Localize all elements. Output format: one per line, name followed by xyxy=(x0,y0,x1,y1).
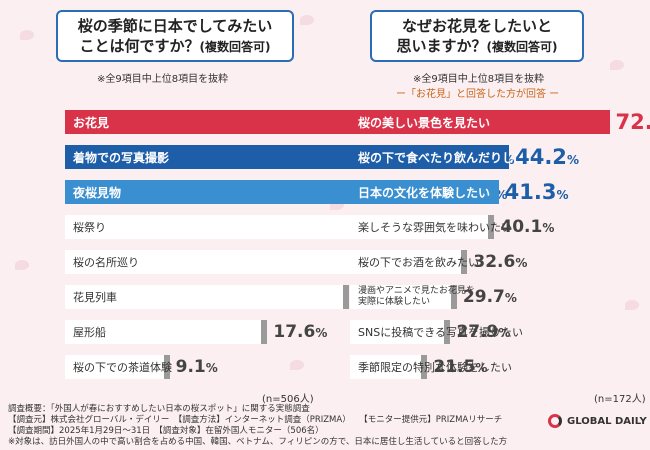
petal xyxy=(625,300,639,310)
chart1-bar: 花見列車 xyxy=(65,285,350,309)
right-question-box: なぜお花見をしたいと 思いますか？(複数回答可) xyxy=(370,10,584,62)
chart2-value-label: 40.1% xyxy=(500,217,555,237)
chart2-value-label: 29.7% xyxy=(462,287,517,307)
chart1-category-label: 着物での写真撮影 xyxy=(73,150,170,165)
left-title-line2: ことは何ですか？ xyxy=(79,37,200,55)
chart2-category-label: 桜の下で食べたり飲んだりしたい xyxy=(358,150,539,165)
petal xyxy=(15,260,29,270)
left-question-box: 桜の季節に日本でしてみたい ことは何ですか？(複数回答可) xyxy=(56,10,294,62)
right-sample-size: (n=172人) xyxy=(594,394,646,405)
left-title-line1: 桜の季節に日本でしてみたい xyxy=(77,17,273,35)
chart1-bar: 屋形船 xyxy=(65,320,268,344)
chart1-category-label: 花見列車 xyxy=(73,291,117,304)
chart2-value-label: 32.6% xyxy=(473,252,528,272)
footer-source: 【調査元】株式会社グローバル・デイリー xyxy=(8,415,170,425)
petal xyxy=(20,30,34,40)
right-title-line1: なぜお花見をしたいと xyxy=(401,17,552,35)
petal xyxy=(290,360,304,370)
chart2-category-label: 桜の美しい景色を見たい xyxy=(358,115,491,130)
right-title-tag: (複数回答可) xyxy=(486,40,558,54)
left-note: ※全9項目中上位8項目を抜粋 xyxy=(97,74,229,85)
petal xyxy=(330,200,344,210)
chart1-category-label: 屋形船 xyxy=(73,326,106,339)
chart2-value-label: 21.5% xyxy=(433,357,488,377)
chart2-value-label: 27.9% xyxy=(456,322,511,342)
footer-monitor: 【モニター提供元】PRIZMAリサーチ xyxy=(363,415,503,425)
chart1-bar: 桜の下での茶道体験 xyxy=(65,355,172,379)
chart2-category-label: SNSに投稿できる写真を撮りたい xyxy=(358,326,523,339)
right-note: ※全9項目中上位8項目を抜粋 xyxy=(413,74,545,85)
chart1-value-label: 17.6% xyxy=(273,322,328,342)
petal xyxy=(300,15,314,25)
chart2-value-label: 44.2% xyxy=(515,145,579,169)
chart2-value-label: 41.3% xyxy=(504,180,569,204)
chart2-category-label: 漫画やアニメで見たお花見を 実際に体験したい xyxy=(358,286,475,307)
chart1-category-label: 桜の名所巡り xyxy=(73,256,139,269)
chart2-bar: 桜の美しい景色を見たい xyxy=(350,110,610,134)
petal xyxy=(610,60,624,70)
logo-text: GLOBAL DAILY xyxy=(567,415,647,427)
chart2-bar: 漫画やアニメで見たお花見を 実際に体験したい xyxy=(350,285,475,309)
chart2-bar: 日本の文化を体験したい xyxy=(350,180,499,204)
left-title-tag: (複数回答可) xyxy=(199,40,271,54)
chart1-category-label: お花見 xyxy=(73,115,110,130)
chart2-bar: 桜の下でお酒を飲みたい xyxy=(350,250,479,274)
global-daily-logo: GLOBAL DAILY xyxy=(548,414,647,428)
right-note-respondents: ー「お花見」と回答した方が回答 ー xyxy=(396,89,560,100)
logo-icon xyxy=(548,414,562,428)
chart2-bar: SNSに投稿できる写真を撮りたい xyxy=(350,320,523,344)
chart2-bar: 楽しそうな雰囲気を味わいたい xyxy=(350,215,512,239)
chart2-bar: 桜の下で食べたり飲んだりしたい xyxy=(350,145,538,169)
footer-line3: 【調査期間】2025年1月29日～31日 【調査対象】在留外国人モニター（506… xyxy=(8,426,324,436)
chart2-category-label: 楽しそうな雰囲気を味わいたい xyxy=(358,221,512,234)
chart2-bar: 季節限定の特別な体験をしたい xyxy=(350,355,512,379)
chart1-category-label: 桜の下での茶道体験 xyxy=(73,361,172,374)
survey-footer: 調査概要：「外国人が春におすすめしたい日本の桜スポット」に関する実態調査 【調査… xyxy=(8,404,507,448)
chart1-bar: 桜の名所巡り xyxy=(65,250,402,274)
left-sample-size: (n=506人) xyxy=(262,394,314,405)
chart2-category-label: 季節限定の特別な体験をしたい xyxy=(358,361,512,374)
footer-method: 【調査方法】インターネット調査（PRIZMA） xyxy=(177,415,347,425)
footer-line4: ※対象は、訪日外国人の中で高い割合を占める中国、韓国、ベトナム、フィリピンの方で… xyxy=(8,437,508,447)
chart2-category-label: 桜の下でお酒を飲みたい xyxy=(358,256,479,269)
chart2-value-label: 72.1% xyxy=(615,110,650,134)
left-bar-chart: お花見34.0%着物での写真撮影33.0%夜桜見物32.4%桜祭り29.5%桜の… xyxy=(65,110,526,390)
chart1-category-label: 桜祭り xyxy=(73,221,106,234)
chart1-value-label: 9.1% xyxy=(175,357,218,377)
chart1-category-label: 夜桜見物 xyxy=(73,185,122,200)
footer-line1: 調査概要：「外国人が春におすすめしたい日本の桜スポット」に関する実態調査 xyxy=(8,404,310,414)
chart2-category-label: 日本の文化を体験したい xyxy=(358,185,491,200)
right-title-line2: 思いますか？ xyxy=(396,37,487,55)
